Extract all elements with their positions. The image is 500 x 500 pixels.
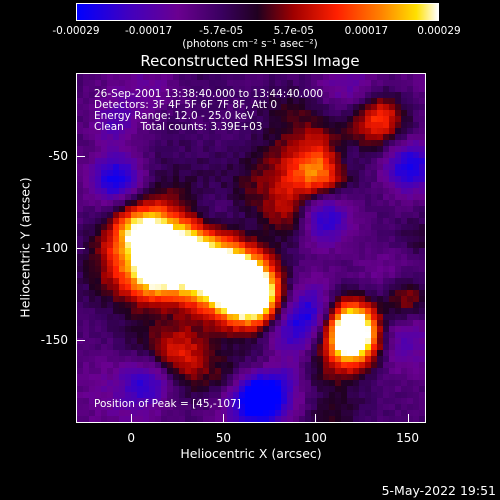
colorbar-tick-label: 0.00017 — [344, 25, 389, 37]
x-tick-mark — [315, 414, 317, 422]
y-tick-label: -150 — [40, 333, 68, 348]
colorbar-tick-label: -5.7e-05 — [199, 25, 244, 37]
colorbar — [76, 3, 439, 21]
heatmap-canvas — [77, 74, 425, 422]
colorbar-units: (photons cm⁻² s⁻¹ asec⁻²) — [182, 38, 318, 50]
y-tick-label: -100 — [40, 241, 68, 255]
x-tick-mark — [407, 414, 409, 422]
x-tick-label: 50 — [215, 431, 231, 445]
x-tick-mark — [131, 414, 133, 422]
heatmap-cells — [77, 74, 425, 422]
image-title: Reconstructed RHESSI Image — [140, 52, 360, 70]
y-axis-label: Heliocentric Y (arcsec) — [17, 177, 33, 318]
annotation-peak: Position of Peak = [45,-107] — [94, 398, 241, 410]
x-tick-label: 150 — [396, 431, 420, 445]
y-tick-label: -50 — [48, 148, 68, 163]
annotation-detectors: Detectors: 3F 4F 5F 6F 7F 8F, Att 0 — [94, 99, 278, 111]
x-axis-label: Heliocentric X (arcsec) — [180, 446, 322, 461]
annotation-energy: Energy Range: 12.0 - 25.0 keV — [94, 110, 255, 122]
y-tick-mark — [77, 248, 85, 249]
annotation-time: 26-Sep-2001 13:38:40.000 to 13:44:40.000 — [94, 88, 324, 100]
x-tick-label: 100 — [304, 431, 327, 445]
y-tick-mark — [77, 340, 85, 342]
rhessi-image — [76, 73, 426, 423]
colorbar-tick-label: 5.7e-05 — [273, 25, 314, 37]
colorbar-tick-label: -0.00017 — [124, 25, 173, 37]
y-tick-mark — [77, 155, 85, 157]
annotation-clean: Clean Total counts: 3.39E+03 — [94, 121, 263, 133]
colorbar-tick-label: -0.00029 — [52, 25, 100, 37]
x-tick-mark — [223, 414, 225, 422]
colorbar-tick-label: 0.00029 — [417, 25, 461, 37]
timestamp: 5-May-2022 19:51 — [381, 483, 496, 498]
x-tick-label: 0 — [127, 431, 136, 445]
